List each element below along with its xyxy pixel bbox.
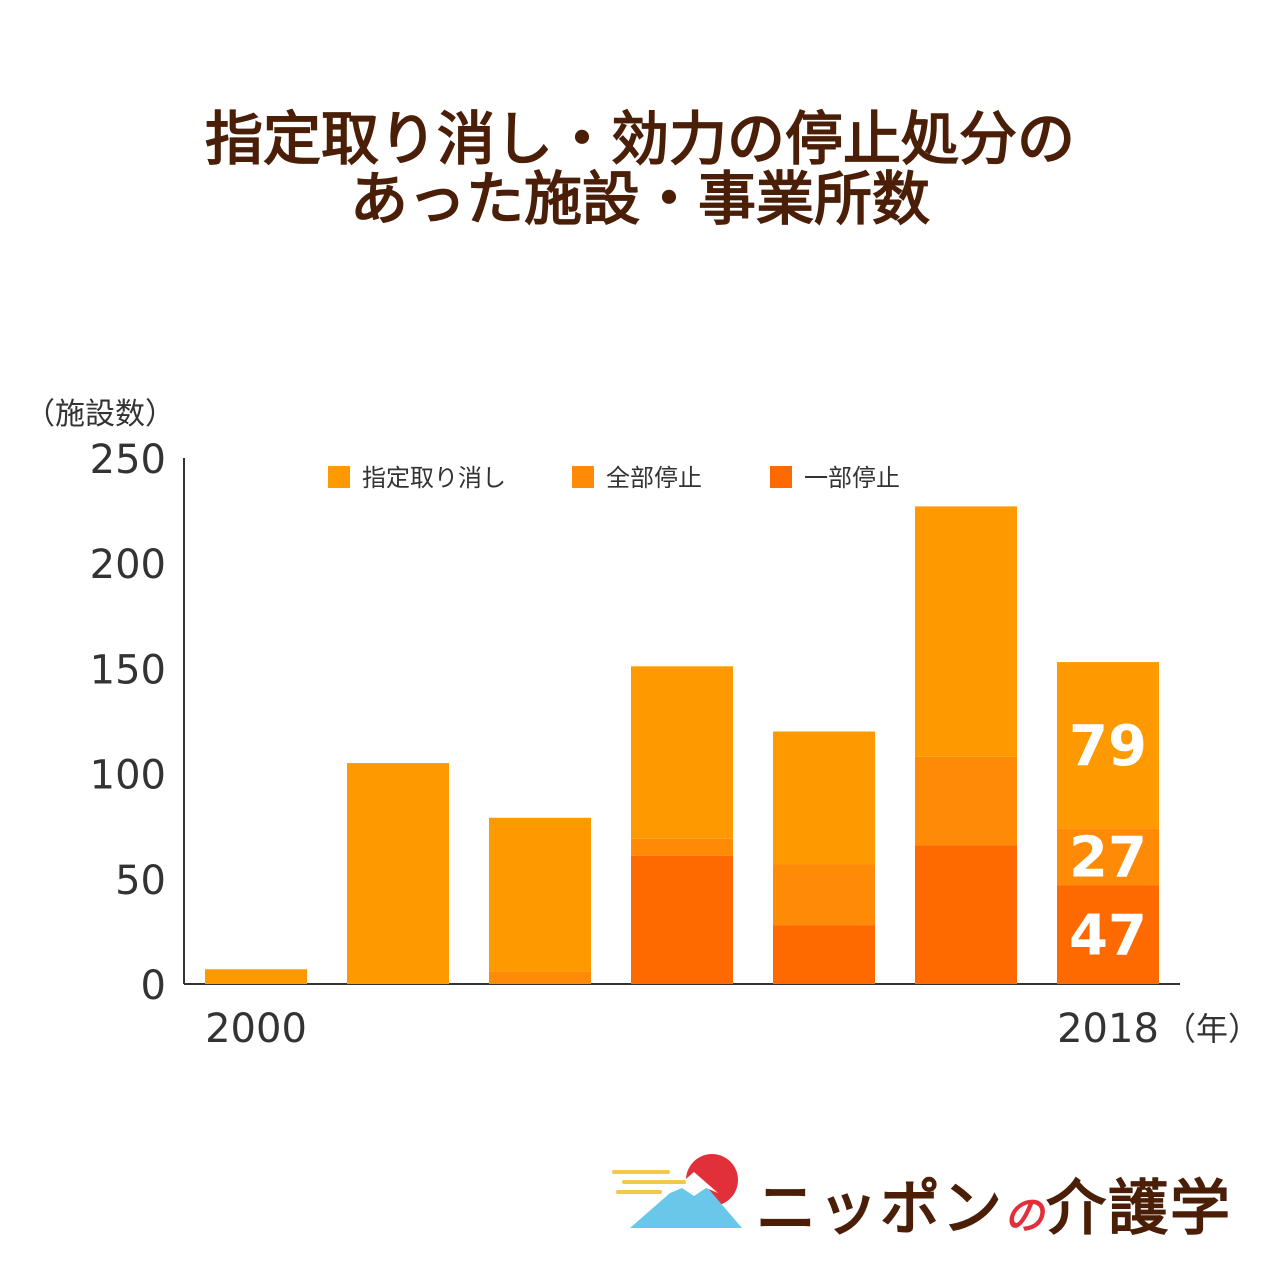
bar-segment: [915, 756, 1017, 846]
chart-axes: 0 50 100 150 200 250 （施設数） 2000 2018 （年）: [25, 397, 1260, 1052]
bar-segment: [347, 763, 449, 984]
y-tick-label: 100: [90, 753, 166, 799]
legend-label: 全部停止: [606, 464, 702, 492]
logo-graphic: [612, 1154, 742, 1228]
legend-swatch: [328, 466, 350, 488]
bar-segment: [1057, 885, 1159, 984]
bar-segment: [915, 506, 1017, 757]
chart-labels: 79 27 47: [1069, 714, 1147, 968]
logo-text-nippon: ニッポン: [756, 1174, 1004, 1244]
legend-label: 指定取り消し: [362, 464, 506, 492]
legend-swatch: [770, 466, 792, 488]
y-tick-label: 50: [115, 858, 166, 904]
bar-segment: [631, 855, 733, 984]
logo-mountain-icon: [630, 1172, 742, 1228]
y-tick-label: 250: [90, 437, 166, 483]
data-label: 79: [1069, 714, 1147, 779]
bar-segment: [205, 969, 307, 984]
bar-segment: [773, 731, 875, 865]
logo-text-no: の: [1004, 1193, 1046, 1239]
y-tick-label: 200: [90, 542, 166, 588]
x-axis-unit: （年）: [1164, 1010, 1260, 1048]
bar-segment: [1057, 662, 1159, 829]
chart-title-line2: あった施設・事業所数: [349, 165, 930, 233]
y-tick-label: 0: [141, 963, 166, 1009]
logo-mountain-snow-icon: [670, 1172, 718, 1196]
logo-wordmark: ニッポンの介護学: [756, 1160, 1232, 1247]
bar-segment: [773, 864, 875, 926]
logo-text-kaigogaku: 介護学: [1046, 1174, 1232, 1244]
bar-segment: [489, 971, 591, 984]
chart-legend: 指定取り消し 全部停止 一部停止: [328, 464, 900, 492]
data-label: 27: [1069, 826, 1147, 891]
bar-segment: [1057, 828, 1159, 886]
x-tick-label: 2000: [205, 1006, 307, 1052]
bar-segment: [915, 845, 1017, 984]
legend-label: 一部停止: [804, 464, 900, 492]
bar-segment: [773, 925, 875, 984]
bar-segment: [631, 666, 733, 839]
bar-segment: [631, 838, 733, 856]
y-tick-label: 150: [90, 647, 166, 693]
chart-title-line1: 指定取り消し・効力の停止処分の: [204, 105, 1075, 173]
legend-swatch: [572, 466, 594, 488]
chart-bars: [205, 506, 1159, 984]
data-label: 47: [1069, 904, 1147, 969]
x-tick-label: 2018: [1057, 1006, 1159, 1052]
logo-cloud-icon: [612, 1170, 686, 1194]
bar-segment: [489, 817, 591, 972]
y-axis-label: （施設数）: [25, 397, 175, 432]
